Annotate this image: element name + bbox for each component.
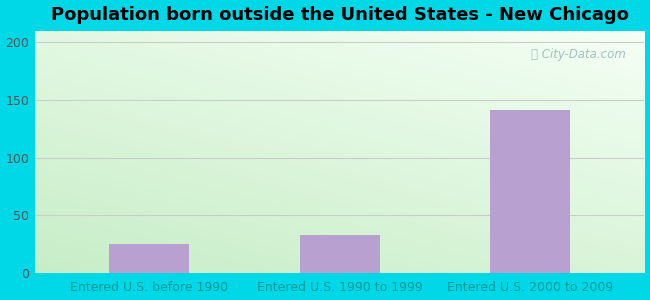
Bar (490, 110, 570, 273)
Bar (300, 235, 380, 273)
Bar (109, 244, 189, 273)
Text: ⓘ City-Data.com: ⓘ City-Data.com (531, 48, 626, 61)
Title: Population born outside the United States - New Chicago: Population born outside the United State… (51, 6, 629, 24)
